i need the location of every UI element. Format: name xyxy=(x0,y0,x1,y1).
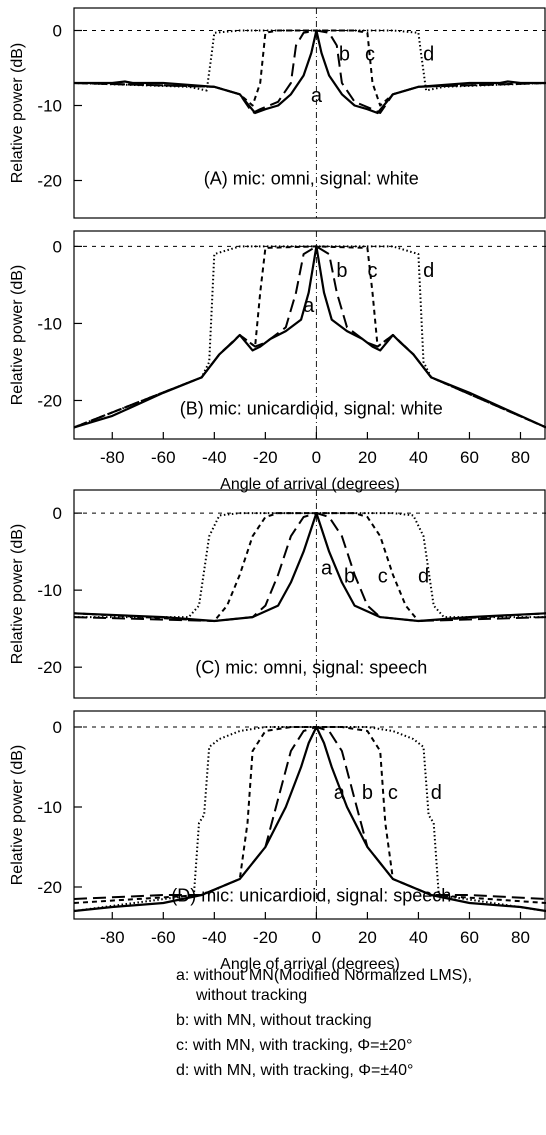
series-line-d xyxy=(73,29,546,92)
curve-label-b: b xyxy=(336,260,347,282)
series-line-a xyxy=(73,725,546,913)
x-tick-label: -20 xyxy=(253,928,278,947)
legend-a-line1: a: without MN(Modified Normalized LMS), xyxy=(176,967,473,984)
curve-label-a: a xyxy=(303,295,315,317)
curve-label-b: b xyxy=(344,565,355,587)
curve-label-c: c xyxy=(378,565,388,587)
y-tick-label: 0 xyxy=(53,22,62,41)
y-tick-label: 0 xyxy=(53,237,62,256)
x-tick-label: -80 xyxy=(100,448,125,467)
legend-item-b: b: with MN, without tracking xyxy=(176,1012,372,1029)
x-tick-label: 0 xyxy=(312,928,321,947)
x-tick-label: 60 xyxy=(460,448,479,467)
curve-label-a: a xyxy=(311,85,323,107)
series-line-d xyxy=(73,245,546,429)
series-line-a xyxy=(73,511,546,623)
legend-item-d: d: with MN, with tracking, Φ=±40° xyxy=(176,1062,414,1079)
legend: a: without MN(Modified Normalized LMS), … xyxy=(176,966,546,1086)
panel-label: (B) mic: unicardioid, signal: white xyxy=(180,398,443,418)
x-tick-label: 60 xyxy=(460,928,479,947)
x-tick-label: -40 xyxy=(202,448,227,467)
series-line-d xyxy=(74,512,546,619)
x-tick-label: 40 xyxy=(409,448,428,467)
curve-label-b: b xyxy=(362,782,373,804)
x-tick-label: 20 xyxy=(358,448,377,467)
x-tick-label: -60 xyxy=(151,928,176,947)
y-axis-label: Relative power (dB) xyxy=(9,265,26,406)
legend-item-a: a: without MN(Modified Normalized LMS), … xyxy=(176,966,546,1006)
curve-label-a: a xyxy=(321,558,333,580)
y-tick-label: -20 xyxy=(37,391,62,410)
x-tick-label: -60 xyxy=(151,448,176,467)
y-tick-label: -20 xyxy=(37,878,62,897)
y-tick-label: -10 xyxy=(37,581,62,600)
curve-label-d: d xyxy=(418,565,429,587)
legend-a-line2: without tracking xyxy=(196,987,308,1004)
x-tick-label: -20 xyxy=(253,448,278,467)
series-line-c xyxy=(73,726,546,904)
y-tick-label: 0 xyxy=(53,504,62,523)
x-tick-label: 80 xyxy=(511,928,530,947)
legend-item-c: c: with MN, with tracking, Φ=±20° xyxy=(176,1037,413,1054)
curve-label-a: a xyxy=(334,782,346,804)
y-axis-label: Relative power (dB) xyxy=(9,43,26,184)
series-line-b xyxy=(73,726,546,900)
y-tick-label: -10 xyxy=(37,97,62,116)
x-axis-label: Angle of arrival (degrees) xyxy=(220,476,400,493)
x-tick-label: 20 xyxy=(358,928,377,947)
y-tick-label: -20 xyxy=(37,172,62,191)
series-line-c xyxy=(73,29,546,107)
curve-label-c: c xyxy=(365,44,375,66)
curve-label-d: d xyxy=(423,260,434,282)
curve-label-d: d xyxy=(423,44,434,66)
y-axis-label: Relative power (dB) xyxy=(9,745,26,886)
panel-label: (A) mic: omni, signal: white xyxy=(204,168,419,188)
curve-label-b: b xyxy=(339,44,350,66)
x-tick-label: 40 xyxy=(409,928,428,947)
plot-frame xyxy=(73,489,546,699)
plot-frame xyxy=(73,7,546,219)
x-tick-label: 0 xyxy=(312,448,321,467)
panel-label: (D) mic: unicardioid, signal: speech xyxy=(171,885,451,905)
y-tick-label: -10 xyxy=(37,798,62,817)
curve-label-c: c xyxy=(388,782,398,804)
plot-frame xyxy=(73,710,546,920)
panel-label: (C) mic: omni, signal: speech xyxy=(195,657,427,677)
x-tick-label: 80 xyxy=(511,448,530,467)
x-tick-label: -80 xyxy=(100,928,125,947)
y-tick-label: -10 xyxy=(37,314,62,333)
series-line-d xyxy=(73,726,546,912)
y-tick-label: 0 xyxy=(53,718,62,737)
x-tick-label: -40 xyxy=(202,928,227,947)
plot-frame xyxy=(73,230,546,440)
curve-label-c: c xyxy=(368,260,378,282)
curve-label-d: d xyxy=(431,782,442,804)
x-axis-label: Angle of arrival (degrees) xyxy=(220,956,400,973)
y-axis-label: Relative power (dB) xyxy=(9,524,26,665)
y-tick-label: -20 xyxy=(37,658,62,677)
